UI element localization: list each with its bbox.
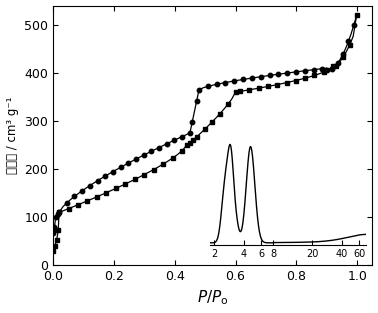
- X-axis label: $P/P_{\rm o}$: $P/P_{\rm o}$: [197, 289, 228, 307]
- Y-axis label: 吸附量 / cm³ g⁻¹: 吸附量 / cm³ g⁻¹: [6, 97, 19, 174]
